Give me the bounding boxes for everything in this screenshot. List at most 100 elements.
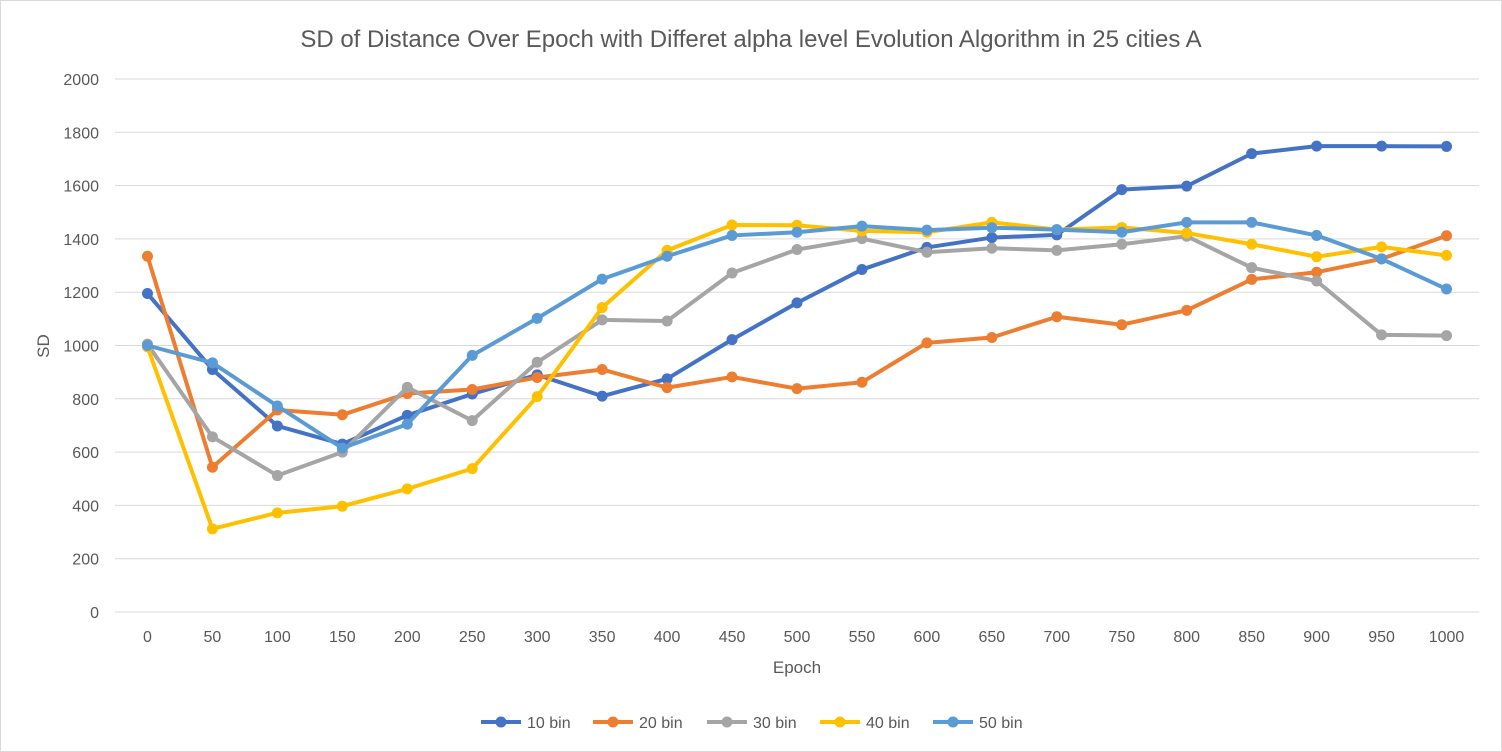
x-tick-label: 700 — [1043, 629, 1070, 646]
data-point — [531, 391, 543, 403]
y-tick-label: 1000 — [63, 339, 99, 356]
data-point — [791, 226, 803, 238]
data-point — [661, 373, 673, 385]
data-point — [531, 371, 543, 383]
data-point — [141, 288, 153, 300]
data-point — [1441, 230, 1453, 242]
legend-marker — [834, 716, 846, 728]
data-point — [1051, 311, 1063, 323]
x-tick-label: 0 — [143, 629, 152, 646]
chart-title: SD of Distance Over Epoch with Differet … — [300, 26, 1201, 53]
legend-label: 40 bin — [866, 715, 910, 732]
data-point — [206, 357, 218, 369]
data-point — [1246, 216, 1258, 228]
y-tick-label: 1200 — [63, 285, 99, 302]
y-tick-label: 1400 — [63, 232, 99, 249]
x-tick-label: 550 — [849, 629, 876, 646]
data-point — [596, 314, 608, 326]
series-20-bin — [141, 230, 1453, 473]
data-point — [726, 371, 738, 383]
y-tick-label: 2000 — [63, 72, 99, 89]
series-line — [145, 144, 1449, 447]
legend-label: 30 bin — [753, 715, 797, 732]
x-tick-label: 400 — [654, 629, 681, 646]
data-point — [856, 264, 868, 276]
legend-item: 30 bin — [707, 715, 797, 732]
data-point — [986, 242, 998, 254]
data-point — [986, 332, 998, 344]
data-point — [531, 312, 543, 324]
x-axis-label: Epoch — [773, 658, 821, 677]
data-point — [856, 220, 868, 232]
data-point — [921, 224, 933, 236]
data-point — [1181, 180, 1193, 192]
y-tick-label: 600 — [72, 445, 99, 462]
data-point — [466, 415, 478, 427]
data-point — [141, 340, 153, 351]
x-tick-label: 350 — [589, 629, 616, 646]
data-point — [401, 381, 413, 393]
x-axis-ticks: 0 50 100 150 200 250 300 350 400 450 500 550 600 650 7… — [143, 629, 1464, 646]
data-point — [1311, 140, 1323, 152]
data-point — [791, 383, 803, 395]
x-tick-label: 150 — [329, 629, 356, 646]
x-tick-label: 950 — [1368, 629, 1395, 646]
data-point — [726, 229, 738, 241]
data-point — [1376, 253, 1388, 265]
data-point — [856, 376, 868, 388]
gridlines — [115, 78, 1479, 613]
y-tick-label: 0 — [90, 605, 99, 622]
data-point — [531, 356, 543, 368]
data-point — [1246, 273, 1258, 285]
x-tick-label: 800 — [1173, 629, 1200, 646]
data-point — [141, 250, 153, 262]
data-point — [1181, 304, 1193, 316]
data-point — [1181, 227, 1193, 239]
x-tick-label: 650 — [979, 629, 1006, 646]
data-point — [596, 390, 608, 402]
data-point — [1246, 262, 1258, 274]
data-point — [1246, 148, 1258, 160]
data-point — [1051, 244, 1063, 256]
legend-item: 40 bin — [820, 715, 910, 732]
x-tick-label: 600 — [914, 629, 941, 646]
data-point — [271, 470, 283, 482]
x-tick-label: 1000 — [1429, 629, 1465, 646]
legend-item: 10 bin — [481, 715, 571, 732]
data-point — [921, 246, 933, 258]
data-point — [401, 409, 413, 421]
data-point — [1051, 224, 1063, 236]
legend-label: 50 bin — [979, 715, 1023, 732]
data-point — [466, 463, 478, 475]
y-tick-label: 800 — [72, 392, 99, 409]
data-point — [791, 297, 803, 309]
x-tick-label: 450 — [719, 629, 746, 646]
data-point — [1116, 184, 1128, 196]
x-tick-label: 100 — [264, 629, 291, 646]
data-point — [206, 461, 218, 473]
data-point — [856, 233, 868, 245]
data-point — [1311, 251, 1323, 263]
data-point — [1116, 238, 1128, 250]
data-point — [1441, 140, 1453, 152]
data-point — [921, 337, 933, 349]
legend-marker — [721, 716, 733, 728]
legend-marker — [607, 716, 619, 728]
data-point — [661, 250, 673, 262]
data-point — [1311, 229, 1323, 241]
data-point — [1441, 249, 1453, 261]
data-point — [1376, 140, 1388, 152]
x-tick-label: 300 — [524, 629, 551, 646]
x-tick-label: 200 — [394, 629, 421, 646]
data-point — [596, 273, 608, 285]
legend-marker — [947, 716, 959, 728]
data-point — [206, 523, 218, 535]
series-lines — [141, 140, 1453, 535]
data-point — [986, 232, 998, 244]
x-tick-label: 900 — [1303, 629, 1330, 646]
y-axis-ticks: 0 200 400 600 800 1000 1200 1400 1600 1800 2000 — [63, 72, 99, 622]
data-point — [271, 400, 283, 412]
legend-item: 20 bin — [593, 715, 683, 732]
